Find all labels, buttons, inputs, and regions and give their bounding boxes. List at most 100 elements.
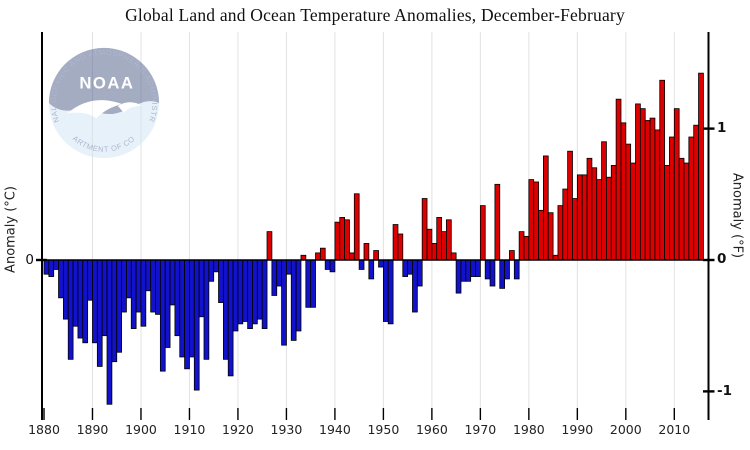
bar-year-1938 xyxy=(324,259,331,270)
bar-year-1984 xyxy=(547,212,554,261)
bar-year-1947 xyxy=(368,259,375,280)
bar-year-2015 xyxy=(698,72,704,261)
bar-year-1912 xyxy=(198,259,205,318)
bar-year-2014 xyxy=(693,124,699,261)
bar-year-1999 xyxy=(620,122,627,261)
bar-year-1990 xyxy=(576,174,583,261)
bar-year-1956 xyxy=(412,259,418,313)
bar-year-1882 xyxy=(53,259,59,270)
bar-year-1957 xyxy=(416,259,423,287)
bar-year-1927 xyxy=(271,259,278,296)
bar-year-1884 xyxy=(62,259,69,320)
bar-year-1974 xyxy=(499,259,506,289)
bar-year-1955 xyxy=(407,259,413,275)
bar-year-1934 xyxy=(305,259,312,308)
bar-year-1887 xyxy=(77,259,84,339)
bar-year-1935 xyxy=(310,259,316,308)
bar-year-1998 xyxy=(615,98,622,261)
bar-year-1951 xyxy=(387,259,394,325)
bar-year-1915 xyxy=(213,259,219,273)
bar-year-1986 xyxy=(557,205,564,261)
bar-year-1895 xyxy=(116,259,122,353)
bar-year-2013 xyxy=(688,136,695,261)
bar-year-1893 xyxy=(106,259,113,405)
bar-year-1942 xyxy=(344,219,350,261)
bar-year-1958 xyxy=(421,198,428,261)
bar-year-1962 xyxy=(441,231,447,261)
x-tick-label-1960: 1960 xyxy=(415,422,448,437)
bar-year-1921 xyxy=(242,259,249,322)
x-tick-label-1990: 1990 xyxy=(561,422,594,437)
y-tick-label-0f: 0 xyxy=(717,251,727,267)
bar-year-1902 xyxy=(150,259,156,313)
bar-year-1983 xyxy=(542,155,549,261)
bar-year-1954 xyxy=(402,259,409,277)
bar-year-2000 xyxy=(625,143,632,261)
bar-year-1969 xyxy=(475,259,481,277)
bar-year-1926 xyxy=(266,231,273,261)
bar-year-1997 xyxy=(610,164,617,261)
bar-year-1937 xyxy=(319,247,326,261)
bar-year-1960 xyxy=(431,243,438,261)
bar-year-1913 xyxy=(203,259,210,360)
bar-year-1939 xyxy=(329,259,336,273)
bar-year-1900 xyxy=(140,259,147,327)
bar-year-2010 xyxy=(673,108,680,261)
bar-year-1940 xyxy=(334,221,341,261)
bar-year-1982 xyxy=(538,209,544,261)
bar-year-1930 xyxy=(286,259,292,275)
bar-year-2008 xyxy=(664,164,670,261)
bar-year-1994 xyxy=(596,179,602,261)
bar-year-1907 xyxy=(174,259,181,337)
x-tick-label-1920: 1920 xyxy=(222,422,254,437)
bar-year-1909 xyxy=(184,259,190,370)
x-tick-label-1910: 1910 xyxy=(173,422,206,437)
bar-year-1976 xyxy=(509,250,515,261)
bar-year-1897 xyxy=(126,259,132,299)
noaa-logo-monogram: NOAA xyxy=(79,73,134,92)
bar-year-1944 xyxy=(353,193,360,261)
bar-year-1899 xyxy=(135,259,142,313)
bar-year-1952 xyxy=(392,224,399,261)
bar-year-1995 xyxy=(601,141,607,261)
bar-year-1908 xyxy=(179,259,186,358)
bar-year-1910 xyxy=(189,259,195,358)
x-tick-label-1940: 1940 xyxy=(319,422,351,437)
bar-year-1961 xyxy=(436,217,442,261)
bar-year-1977 xyxy=(513,259,520,280)
bar-year-1901 xyxy=(145,259,152,292)
bar-year-1928 xyxy=(276,259,282,287)
bar-year-1916 xyxy=(218,259,224,303)
bar-year-1943 xyxy=(349,252,355,261)
bar-year-1896 xyxy=(121,259,127,313)
bar-year-1980 xyxy=(528,179,535,261)
bar-year-1963 xyxy=(446,219,452,261)
bar-year-1979 xyxy=(523,235,530,261)
bar-year-1949 xyxy=(378,259,384,268)
bar-year-1966 xyxy=(460,259,467,282)
bar-year-2003 xyxy=(639,108,646,261)
bar-year-1987 xyxy=(562,188,569,261)
x-tick-label-2010: 2010 xyxy=(658,422,691,437)
bar-year-1970 xyxy=(479,205,486,261)
chart-title: Global Land and Ocean Temperature Anomal… xyxy=(125,5,625,25)
noaa-logo-seagull-wing xyxy=(66,100,122,119)
bar-year-1931 xyxy=(290,259,297,341)
x-tick-label-1890: 1890 xyxy=(76,422,109,437)
bar-year-1903 xyxy=(155,259,161,315)
bar-year-1892 xyxy=(101,259,108,337)
bar-year-1950 xyxy=(382,259,389,322)
bar-year-2004 xyxy=(644,120,651,261)
bar-year-1918 xyxy=(227,259,234,377)
x-tick-label-1900: 1900 xyxy=(125,422,157,437)
bar-year-1923 xyxy=(252,259,258,325)
bar-year-1905 xyxy=(164,259,171,348)
bar-year-1890 xyxy=(92,259,98,344)
bar-year-1904 xyxy=(159,259,166,372)
bar-year-1968 xyxy=(470,259,476,277)
bar-year-1964 xyxy=(450,252,457,261)
bar-year-1929 xyxy=(281,259,287,346)
y-tick-label-0c: 0 xyxy=(25,252,34,268)
